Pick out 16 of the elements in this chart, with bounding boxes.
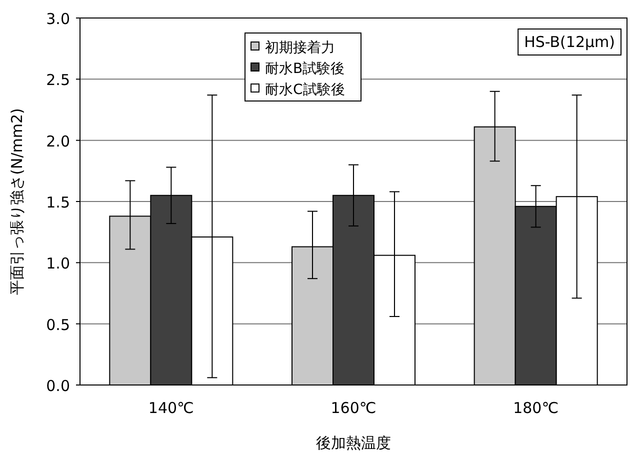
annotation: HS-B(12μm)	[524, 33, 615, 51]
y-tick-label: 1.5	[46, 194, 70, 212]
legend-label: 耐水C試験後	[265, 82, 345, 98]
y-tick-label: 1.0	[46, 254, 70, 273]
x-tick-label: 180℃	[513, 399, 559, 417]
legend-label: 耐水B試験後	[265, 61, 345, 77]
y-tick-label: 2.5	[46, 71, 70, 90]
y-axis-title: 平面引っ張り強さ(N/mm2)	[8, 108, 26, 295]
y-tick-label: 0.0	[46, 377, 70, 395]
y-tick-label: 2.0	[46, 132, 70, 150]
x-axis-title: 後加熱温度	[316, 434, 391, 452]
x-tick-label: 140℃	[148, 399, 194, 417]
x-tick-label: 160℃	[330, 399, 376, 417]
legend-label: 初期接着力	[265, 40, 335, 56]
y-tick-label: 0.5	[46, 316, 70, 334]
y-tick-label: 3.0	[46, 10, 70, 28]
